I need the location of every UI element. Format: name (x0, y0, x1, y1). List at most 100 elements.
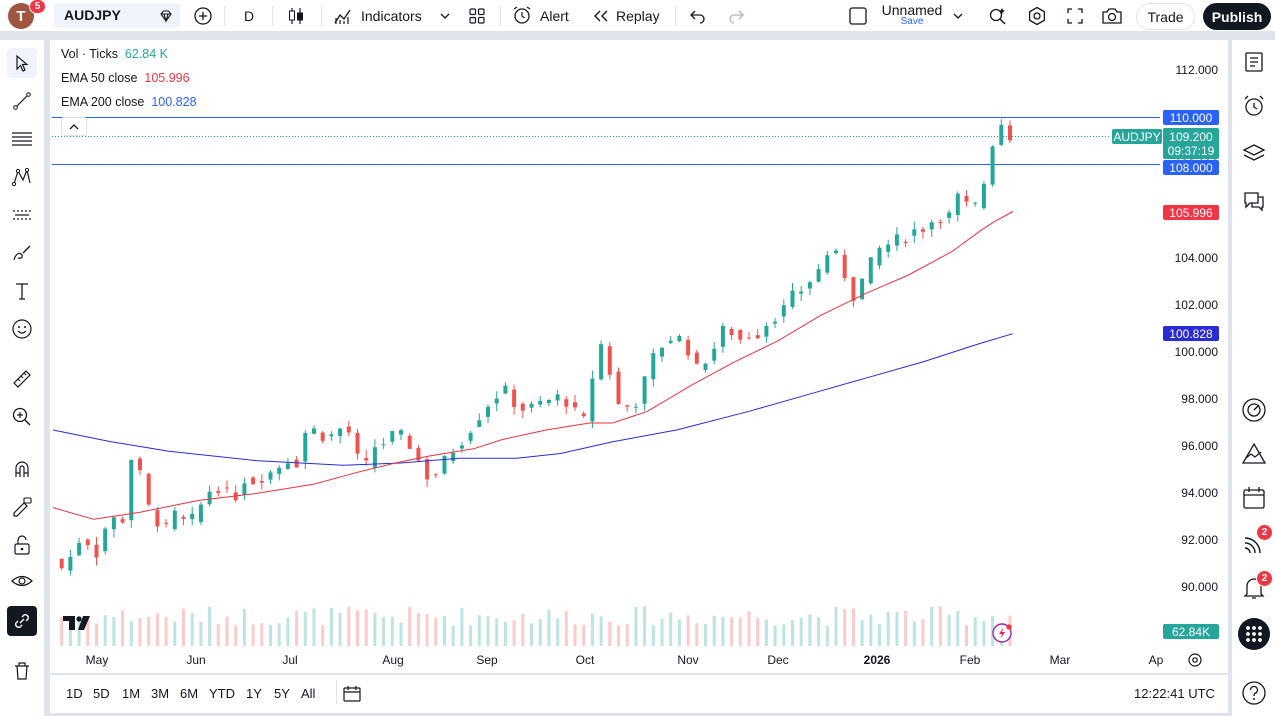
trendline-tool[interactable] (7, 86, 37, 116)
period-button-3m[interactable]: 3M (151, 686, 170, 701)
help-icon (1242, 681, 1266, 705)
layers-icon (1242, 144, 1266, 161)
ruler-icon (13, 370, 31, 388)
ema50-price-tag: 105.996 (1163, 205, 1219, 220)
symbol-search[interactable]: AUDJPY (54, 3, 180, 28)
utc-clock[interactable]: 12:22:41 UTC (1134, 686, 1215, 701)
period-button-5d[interactable]: 5D (93, 686, 110, 701)
publish-button[interactable]: Publish (1203, 3, 1271, 30)
interval-button[interactable]: D (236, 3, 262, 29)
stay-drawing-tool[interactable] (7, 492, 37, 522)
smiley-icon (12, 319, 32, 339)
time-tick-label: Oct (575, 653, 595, 667)
eye-icon (11, 575, 33, 587)
fullscreen-button[interactable] (1063, 3, 1087, 29)
trade-button[interactable]: Trade (1136, 3, 1195, 30)
lock-drawings-tool[interactable] (7, 530, 37, 560)
undo-button[interactable] (686, 3, 710, 29)
redo-button[interactable] (724, 3, 748, 29)
period-button-1y[interactable]: 1Y (246, 686, 262, 701)
top-toolbar: T 5 AUDJPY D Indicators Alert Replay (0, 0, 1275, 32)
brush-tool[interactable] (7, 238, 37, 268)
right-sidebar: 2 2 (1232, 40, 1275, 716)
pattern-icon (11, 167, 31, 187)
watchlist-icon (1245, 52, 1263, 72)
emoji-tool[interactable] (7, 314, 37, 344)
chart-type-button[interactable] (283, 3, 309, 29)
alarm-plus-icon (513, 6, 531, 24)
collapse-legend-button[interactable] (61, 117, 87, 136)
news-feed-button[interactable] (1238, 528, 1270, 560)
pattern-tool[interactable] (7, 162, 37, 192)
layout-name[interactable]: Unnamed Save (877, 2, 947, 27)
watchlist-button[interactable] (1238, 46, 1270, 78)
price-tick-label: 98.000 (1181, 391, 1218, 406)
alerts-badge-count: 2 (1261, 573, 1268, 584)
indicators-button[interactable]: Indicators (333, 3, 425, 29)
price-tick-label: 112.000 (1175, 62, 1219, 77)
forecast-tool[interactable] (7, 200, 37, 230)
period-button-6m[interactable]: 6M (180, 686, 199, 701)
text-tool[interactable] (7, 276, 37, 306)
ema200-label: EMA 200 close (61, 95, 145, 109)
time-tick-label: Sep (476, 653, 498, 667)
hide-drawings-tool[interactable] (7, 566, 37, 596)
quick-search-button[interactable] (986, 3, 1010, 29)
hline-upper-tag: 110.000 (1163, 110, 1219, 125)
divider (675, 6, 676, 26)
hline-lower-tag: 108.000 (1163, 160, 1219, 175)
fib-tool[interactable] (7, 124, 37, 154)
camera-icon (1102, 8, 1122, 24)
volume-value: 62.84 K (124, 47, 169, 61)
ema200-legend[interactable]: EMA 200 close 100.828 (61, 95, 197, 109)
fib-lines-icon (12, 132, 32, 146)
add-symbol-button[interactable] (190, 3, 216, 29)
price-tick-label: 92.000 (1181, 532, 1218, 547)
replay-button[interactable]: Replay (592, 3, 664, 29)
measure-tool[interactable] (7, 364, 37, 394)
divider (321, 6, 322, 26)
sync-drawings-tool[interactable] (7, 606, 37, 636)
calendar-button[interactable] (1238, 482, 1270, 514)
period-button-all[interactable]: All (301, 686, 316, 701)
lock-open-icon (14, 535, 30, 555)
chevron-down-icon (953, 13, 963, 19)
apps-grid-icon (1246, 626, 1262, 642)
templates-button[interactable] (464, 3, 490, 29)
chat-button[interactable] (1238, 185, 1270, 217)
help-button[interactable] (1238, 677, 1270, 709)
settings-button[interactable] (1025, 3, 1049, 29)
period-button-5y[interactable]: 5Y (274, 686, 290, 701)
divider (500, 6, 501, 26)
streams-button[interactable] (1238, 438, 1270, 470)
avatar-letter: T (16, 7, 26, 25)
indicators-dropdown[interactable] (437, 3, 453, 29)
remove-drawings-tool[interactable] (7, 656, 37, 686)
snapshot-button[interactable] (1099, 3, 1125, 29)
volume-legend[interactable]: Vol · Ticks 62.84 K (61, 47, 168, 61)
hline-lower-value: 108.000 (1169, 160, 1213, 175)
cursor-tool[interactable] (7, 48, 37, 78)
price-tick-label: 102.000 (1174, 297, 1218, 312)
period-button-ytd[interactable]: YTD (209, 686, 235, 701)
alerts-panel-button[interactable] (1238, 90, 1270, 122)
ema50-legend[interactable]: EMA 50 close 105.996 (61, 71, 190, 85)
period-button-1d[interactable]: 1D (66, 686, 83, 701)
layout-button[interactable] (846, 3, 870, 29)
magnet-tool[interactable] (7, 454, 37, 484)
gear-icon (1028, 6, 1046, 26)
layout-dropdown[interactable] (950, 3, 966, 29)
chat-icon (1244, 192, 1264, 212)
object-tree-button[interactable] (1238, 138, 1270, 170)
products-button[interactable] (1238, 618, 1270, 650)
period-button-1m[interactable]: 1M (122, 686, 141, 701)
goto-date-button[interactable] (340, 683, 364, 705)
zoom-tool[interactable] (7, 402, 37, 432)
ema50-label: EMA 50 close (61, 71, 138, 85)
trade-label: Trade (1147, 8, 1184, 25)
alert-button[interactable]: Alert (512, 3, 576, 29)
redo-icon (729, 10, 744, 24)
diamond-icon[interactable] (158, 8, 174, 24)
ema200-price-tag: 100.828 (1163, 326, 1219, 341)
ideas-button[interactable] (1238, 394, 1270, 426)
